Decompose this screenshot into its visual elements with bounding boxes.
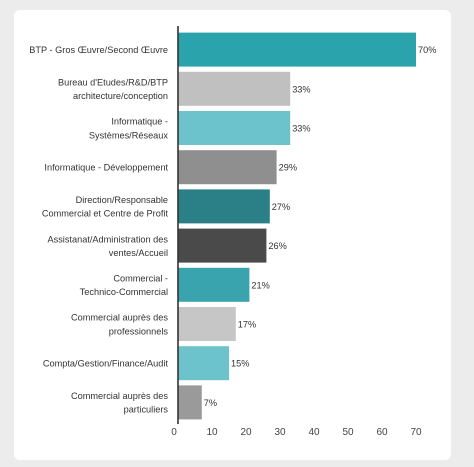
value-label: 33% — [292, 124, 310, 134]
x-tick-label: 70 — [410, 427, 422, 438]
value-label: 26% — [268, 241, 286, 251]
bar — [178, 71, 291, 106]
category-label: Compta/Gestion/Finance/Audit — [43, 359, 169, 369]
value-label: 33% — [292, 84, 310, 94]
x-tick-label: 10 — [206, 427, 218, 438]
value-label: 7% — [204, 398, 217, 408]
value-labels: 70% 33% 33% 29% 27% 26% 21% 17% 15% 7% — [204, 45, 437, 408]
value-label: 21% — [251, 280, 269, 290]
bar — [178, 111, 291, 145]
x-tick-label: 60 — [376, 427, 388, 438]
horizontal-bar-chart: BTP - Gros Œuvre/Second Œuvre Bureau d'Et… — [29, 26, 437, 438]
value-label: 17% — [238, 320, 256, 330]
x-tick-label: 30 — [274, 427, 286, 438]
category-label: ventes/Accueil — [109, 248, 168, 258]
category-label: Assistanat/Administration des — [47, 234, 168, 244]
bar — [178, 228, 267, 263]
bar — [178, 385, 202, 420]
x-tick-label: 20 — [240, 427, 252, 438]
category-label: professionnels — [109, 326, 169, 336]
category-label: Informatique - Développement — [44, 163, 168, 173]
category-label: particuliers — [124, 405, 169, 415]
category-label: Informatique - — [111, 117, 168, 127]
category-label: Commercial et Centre de Profit — [42, 209, 169, 219]
bar — [178, 189, 270, 224]
bar — [178, 346, 229, 381]
bar — [178, 150, 277, 185]
category-label: BTP - Gros Œuvre/Second Œuvre — [29, 45, 168, 55]
category-label: Commercial auprès des — [71, 313, 168, 323]
category-label: Commercial - — [113, 274, 168, 284]
category-label: Technico-Commercial — [80, 287, 168, 297]
category-label: architecture/conception — [73, 91, 168, 101]
category-label: Systèmes/Réseaux — [89, 130, 169, 140]
category-label: Direction/Responsable — [76, 195, 168, 205]
x-tick-label: 50 — [342, 427, 354, 438]
category-label: Commercial auprès des — [71, 391, 168, 401]
value-label: 15% — [231, 359, 249, 369]
x-tick-label: 0 — [171, 427, 177, 438]
category-label: Bureau d'Etudes/R&D/BTP — [58, 78, 168, 88]
x-axis: 0 10 20 30 40 50 60 70 — [171, 26, 422, 438]
value-label: 27% — [272, 202, 290, 212]
bar — [178, 32, 416, 67]
value-label: 29% — [279, 163, 297, 173]
category-labels: BTP - Gros Œuvre/Second Œuvre Bureau d'Et… — [29, 45, 168, 415]
x-tick-label: 40 — [308, 427, 320, 438]
chart-card: BTP - Gros Œuvre/Second Œuvre Bureau d'Et… — [14, 10, 451, 460]
bar — [178, 267, 250, 302]
bar — [178, 307, 236, 341]
bars-layer — [178, 32, 416, 420]
value-label: 70% — [418, 45, 436, 55]
